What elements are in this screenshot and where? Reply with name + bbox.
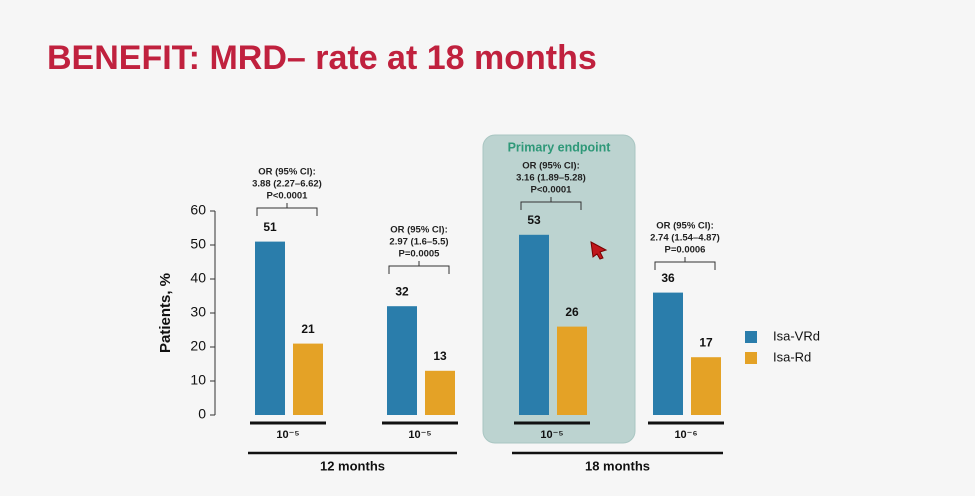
- data-label: 21: [301, 322, 315, 336]
- annotation: 2.97 (1.6–5.5): [389, 237, 448, 248]
- annotation: P=0.0005: [399, 249, 441, 260]
- data-label: 36: [661, 271, 675, 285]
- y-tick-label: 60: [190, 202, 206, 218]
- annotation: P<0.0001: [267, 191, 309, 202]
- y-tick-label: 20: [190, 338, 206, 354]
- bar: [255, 241, 285, 415]
- bracket: [388, 261, 450, 274]
- bracket: [654, 257, 716, 270]
- y-tick-label: 10: [190, 372, 206, 388]
- legend-label: Isa-Rd: [773, 349, 811, 364]
- bar: [653, 292, 683, 415]
- y-tick-label: 40: [190, 270, 206, 286]
- y-tick-label: 30: [190, 304, 206, 320]
- legend-swatch: [745, 352, 757, 364]
- annotation: P<0.0001: [531, 185, 573, 196]
- annotation: OR (95% CI):: [656, 221, 714, 232]
- data-label: 53: [527, 213, 541, 227]
- bar: [519, 234, 549, 415]
- data-label: 17: [699, 335, 713, 349]
- group-label: 12 months: [320, 458, 385, 473]
- x-tick-label: 10⁻⁵: [276, 429, 299, 441]
- bracket: [256, 203, 318, 216]
- annotation: OR (95% CI):: [390, 225, 448, 236]
- group-label: 18 months: [585, 458, 650, 473]
- annotation: 3.88 (2.27–6.62): [252, 179, 322, 190]
- bar: [557, 326, 587, 415]
- bracket: [520, 197, 582, 210]
- bar: [293, 343, 323, 415]
- data-label: 32: [395, 284, 409, 298]
- x-tick-label: 10⁻⁵: [540, 429, 563, 441]
- annotation: 2.74 (1.54–4.87): [650, 233, 720, 244]
- y-tick-label: 0: [198, 406, 206, 422]
- cursor: [590, 241, 608, 260]
- data-label: 51: [263, 220, 277, 234]
- annotation: 3.16 (1.89–5.28): [516, 173, 586, 184]
- annotation: OR (95% CI):: [258, 167, 316, 178]
- x-tick-label: 10⁻⁵: [408, 429, 431, 441]
- legend-swatch: [745, 331, 757, 343]
- bar: [425, 370, 455, 415]
- bar: [691, 357, 721, 415]
- y-tick-label: 50: [190, 236, 206, 252]
- chart-title: BENEFIT: MRD– rate at 18 months: [47, 39, 597, 77]
- annotation: P=0.0006: [665, 245, 706, 256]
- bar: [387, 306, 417, 415]
- data-label: 13: [433, 349, 447, 363]
- x-tick-label: 10⁻⁶: [674, 429, 697, 441]
- data-label: 26: [565, 305, 579, 319]
- annotation: OR (95% CI):: [522, 161, 580, 172]
- highlight-label: Primary endpoint: [508, 140, 612, 154]
- y-axis-label: Patients, %: [157, 273, 174, 353]
- legend-label: Isa-VRd: [773, 328, 820, 343]
